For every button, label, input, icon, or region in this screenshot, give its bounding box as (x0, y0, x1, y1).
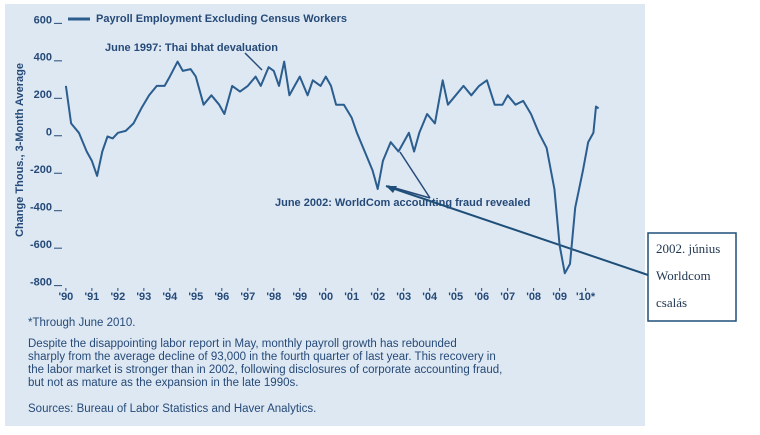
y-tick-label: 200 (34, 89, 52, 101)
panel (5, 4, 645, 426)
y-tick-label: -200 (30, 164, 52, 176)
callout-text: csalás (656, 295, 687, 310)
annotation-arrow (399, 151, 431, 199)
x-tick-label: '04 (422, 291, 438, 303)
x-tick-label: '09 (552, 291, 567, 303)
callout-text: Worldcom (656, 268, 711, 283)
x-tick-label: '96 (214, 291, 229, 303)
callout-line (385, 185, 649, 276)
x-tick-label: '06 (474, 291, 489, 303)
x-tick-label: '98 (266, 291, 281, 303)
callout-text: 2002. június (656, 241, 720, 256)
annotation: June 2002: WorldCom accounting fraud rev… (275, 197, 530, 209)
x-tick-label: '99 (292, 291, 307, 303)
note: Sources: Bureau of Labor Statistics and … (28, 403, 316, 415)
y-tick-label: 400 (34, 52, 52, 64)
annotation-arrow (244, 52, 263, 71)
x-tick-label: '94 (162, 291, 178, 303)
series-line (64, 60, 600, 275)
x-tick-label: '00 (318, 291, 333, 303)
callout-box (647, 232, 737, 322)
x-tick-label: '91 (84, 291, 99, 303)
x-tick-label: '02 (370, 291, 385, 303)
annotation: June 1997: Thai bhat devaluation (105, 42, 278, 54)
note: but not as mature as the expansion in th… (28, 377, 298, 389)
x-tick-label: '03 (396, 291, 411, 303)
x-tick-label: '07 (500, 291, 515, 303)
x-tick-label: '05 (448, 291, 463, 303)
note: the labor market is stronger than in 200… (28, 364, 502, 376)
callout-arrowhead (386, 186, 397, 193)
y-tick-label: -400 (30, 202, 52, 214)
x-tick-label: '08 (526, 291, 541, 303)
note: *Through June 2010. (28, 317, 135, 329)
note: Despite the disappointing labor report i… (28, 338, 457, 350)
y-tick-label: -800 (30, 277, 52, 289)
x-tick-label: '93 (136, 291, 151, 303)
x-tick-label: '10* (576, 291, 596, 303)
x-tick-label: '92 (110, 291, 125, 303)
x-tick-label: '90 (58, 291, 73, 303)
y-tick-label: -600 (30, 239, 52, 251)
x-tick-label: '01 (344, 291, 359, 303)
legend-label: Payroll Employment Excluding Census Work… (96, 13, 347, 25)
x-tick-label: '95 (188, 291, 203, 303)
x-tick-label: '97 (240, 291, 255, 303)
y-axis-label: Change Thous., 3-Month Average (14, 63, 26, 237)
note: sharply from the average decline of 93,0… (28, 351, 496, 363)
y-tick-label: 0 (46, 127, 52, 139)
y-tick-label: 600 (34, 14, 52, 26)
